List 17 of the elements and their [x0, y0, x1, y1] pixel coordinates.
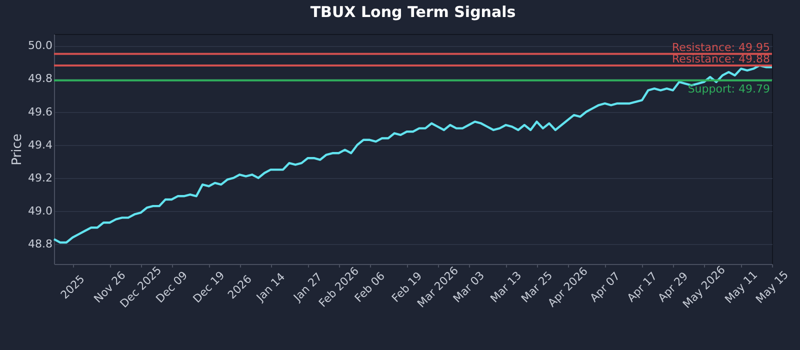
x-tick-label: Apr 07	[588, 270, 623, 305]
chart-title: TBUX Long Term Signals	[310, 3, 516, 21]
y-tick-label: 49.8	[28, 72, 52, 86]
y-tick-label: 48.8	[28, 238, 52, 251]
x-tick-label: Dec 19	[190, 268, 228, 306]
line-series	[52, 64, 774, 244]
y-axis-title: Price	[10, 134, 26, 166]
ref-line-label: Support: 49.79	[688, 82, 770, 96]
x-tick-label: Apr 17	[624, 270, 660, 305]
y-tick-label: 49.4	[28, 138, 52, 152]
ref-line-label: Resistance: 49.88	[672, 52, 770, 66]
ref-line-label: Resistance: 49.95	[672, 40, 770, 54]
y-tick-label: 49.6	[28, 105, 52, 118]
y-tick-label: 49.2	[28, 171, 52, 184]
y-tick-label: 50.0	[28, 39, 52, 52]
x-tick-label: Jan 14	[253, 270, 288, 305]
y-tick-label: 49.0	[28, 204, 52, 218]
